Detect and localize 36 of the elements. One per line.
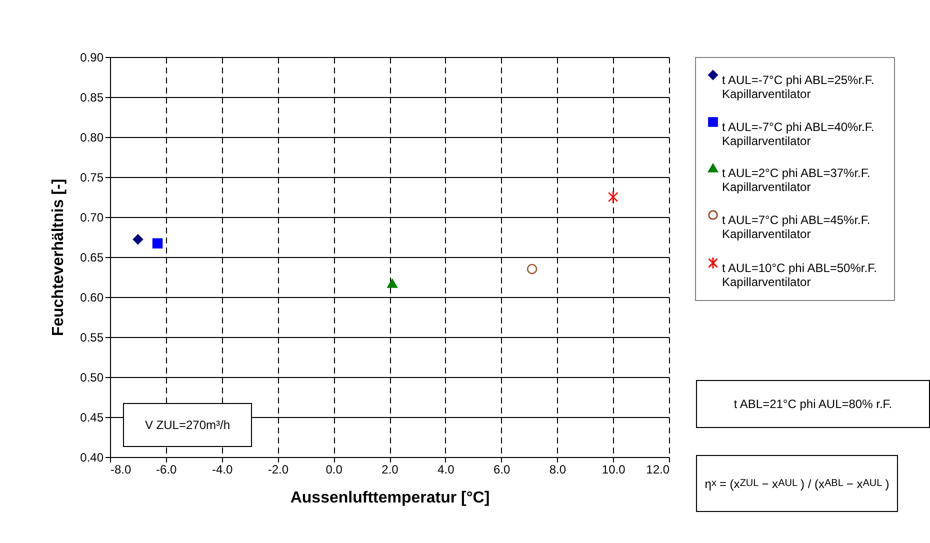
legend-label: t AUL=-7°C phi ABL=40%r.F. Kapillarventilator bbox=[722, 120, 874, 148]
x-tick-label: 0.0 bbox=[326, 462, 343, 476]
note-box: V ZUL=270m³/h bbox=[123, 403, 252, 447]
x-axis-title: Aussenlufttemperatur [°C] bbox=[290, 490, 490, 506]
legend-label: t AUL=-7°C phi ABL=25%r.F. Kapillarventilator bbox=[722, 73, 874, 101]
x-tick-label: 12.0 bbox=[646, 462, 670, 476]
y-tick-label: 0.90 bbox=[80, 50, 104, 64]
legend-label: t AUL=2°C phi ABL=37%r.F. Kapillarventilator bbox=[722, 166, 870, 194]
note-box: t ABL=21°C phi AUL=80% r.F. bbox=[696, 380, 930, 428]
y-tick-label: 0.65 bbox=[80, 250, 104, 264]
y-tick-label: 0.85 bbox=[80, 90, 104, 104]
legend-label: t AUL=7°C phi ABL=45%r.F. Kapillarventilator bbox=[722, 213, 870, 241]
y-tick-label: 0.50 bbox=[80, 370, 104, 384]
x-tick-label: 10.0 bbox=[602, 462, 626, 476]
x-tick-label: -8.0 bbox=[110, 462, 132, 476]
y-tick-label: 0.45 bbox=[80, 410, 104, 424]
x-tick-label: 6.0 bbox=[493, 462, 510, 476]
x-tick-label: 2.0 bbox=[382, 462, 399, 476]
point bbox=[387, 278, 398, 288]
x-tick-label: 4.0 bbox=[438, 462, 455, 476]
y-tick-label: 0.70 bbox=[80, 210, 104, 224]
x-tick-label: -6.0 bbox=[156, 462, 178, 476]
x-tick-label: 8.0 bbox=[549, 462, 566, 476]
y-tick-label: 0.60 bbox=[80, 290, 104, 304]
point bbox=[132, 234, 144, 245]
point bbox=[526, 264, 538, 274]
point bbox=[608, 190, 618, 204]
legend-label: t AUL=10°C phi ABL=50%r.F. Kapillarventilator bbox=[722, 261, 877, 289]
y-tick-label: 0.80 bbox=[80, 130, 104, 144]
y-tick-label: 0.75 bbox=[80, 170, 104, 184]
point bbox=[152, 238, 163, 249]
y-axis-title: Feuchteverhältnis [-] bbox=[50, 178, 68, 336]
y-tick-label: 0.55 bbox=[80, 330, 104, 344]
y-tick-label: 0.40 bbox=[80, 450, 104, 464]
x-tick-label: -2.0 bbox=[268, 462, 289, 476]
x-tick-label: -4.0 bbox=[212, 462, 233, 476]
